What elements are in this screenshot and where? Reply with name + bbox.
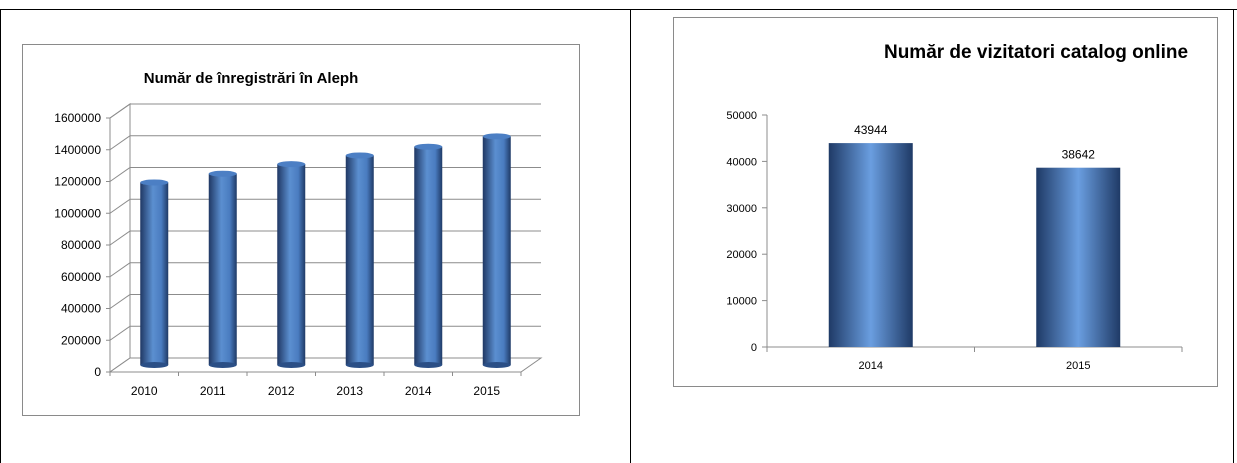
- chart-title: Număr de înregistrări în Aleph: [144, 70, 359, 87]
- y-tick-label: 1000000: [54, 206, 101, 220]
- bar-body: [345, 155, 374, 365]
- x-tick-label: 2014: [405, 384, 432, 398]
- gridline: [109, 167, 541, 182]
- x-tick-label: 2014: [859, 360, 883, 372]
- bar: [482, 133, 511, 368]
- y-tick-label: 40000: [726, 156, 757, 168]
- bar-base: [277, 362, 306, 368]
- bar-top: [140, 179, 169, 186]
- catalog-visitors-chart-svg: Număr de vizitatori catalog online 0 1000…: [726, 42, 1188, 372]
- x-tick-label: 2015: [1066, 360, 1090, 372]
- bar: [414, 143, 443, 368]
- bar: [140, 179, 169, 368]
- y-tick-label: 10000: [726, 296, 757, 308]
- y-tick-label: 0: [751, 342, 757, 354]
- data-label: 43944: [854, 123, 888, 137]
- y-tick-label: 600000: [61, 270, 101, 284]
- table-border-left: [0, 9, 1, 463]
- bar: [277, 161, 306, 368]
- x-tick-label: 2011: [200, 384, 226, 398]
- bar-body: [414, 146, 443, 365]
- y-tick-label: 1400000: [54, 143, 101, 157]
- aleph-records-chart: Număr de înregistrări în Aleph 0 200000 40…: [22, 44, 580, 416]
- gridline: [109, 230, 541, 246]
- table-border-right: [1233, 9, 1234, 463]
- chart-title: Număr de vizitatori catalog online: [884, 42, 1188, 63]
- bar: [828, 143, 913, 347]
- gridline: [109, 294, 541, 309]
- gridline: [109, 198, 541, 214]
- bar-top: [208, 170, 237, 177]
- y-tick-label: 200000: [61, 333, 101, 347]
- bar-base: [140, 362, 169, 368]
- y-tick-label: 0: [94, 365, 101, 379]
- bar-body: [208, 173, 237, 365]
- bar-body: [277, 164, 306, 365]
- x-tick-label: 2012: [268, 384, 295, 398]
- y-tick-label: 20000: [726, 249, 757, 261]
- x-tick-label: 2013: [336, 384, 363, 398]
- table-border-middle: [630, 9, 631, 463]
- bar-body: [140, 182, 169, 365]
- data-label: 38642: [1062, 148, 1096, 162]
- table-border-top: [0, 9, 1237, 10]
- y-tick-label: 800000: [61, 238, 101, 252]
- bar-top: [482, 133, 511, 140]
- bar-body: [482, 136, 511, 365]
- bar-base: [345, 362, 374, 368]
- floor: [108, 357, 543, 373]
- aleph-records-chart-svg: Număr de înregistrări în Aleph 0 200000 40…: [54, 70, 543, 398]
- y-tick-label: 1600000: [54, 111, 101, 125]
- bar: [345, 152, 374, 368]
- bar-base: [482, 362, 511, 368]
- bar: [208, 170, 237, 368]
- bar-base: [414, 362, 443, 368]
- bar-base: [208, 362, 237, 368]
- bar-top: [277, 161, 306, 168]
- y-tick-label: 400000: [61, 302, 101, 316]
- gridline: [109, 262, 541, 278]
- y-tick-label: 1200000: [54, 175, 101, 189]
- y-tick-label: 30000: [726, 203, 757, 215]
- gridline: [109, 103, 541, 119]
- bar-top: [414, 143, 443, 150]
- catalog-visitors-chart: Număr de vizitatori catalog online 0 1000…: [673, 17, 1218, 387]
- y-tick-label: 50000: [726, 110, 757, 122]
- x-tick-label: 2010: [131, 384, 158, 398]
- bar: [1036, 167, 1121, 347]
- gridline: [109, 135, 541, 151]
- x-tick-label: 2015: [473, 384, 500, 398]
- bar-top: [345, 152, 374, 159]
- gridline: [109, 325, 541, 341]
